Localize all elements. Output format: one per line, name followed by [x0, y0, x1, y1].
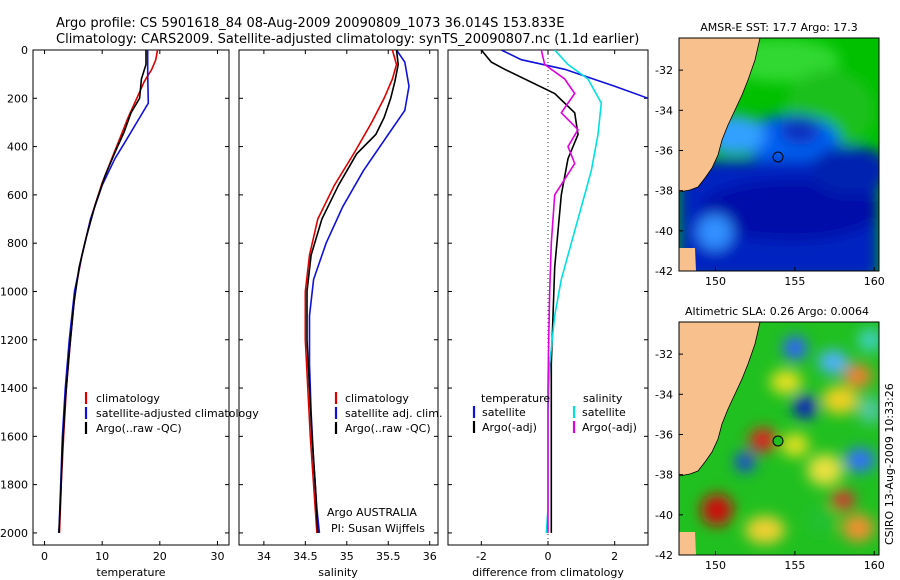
x-tick-label: 34.5 [293, 550, 318, 563]
sst-map-axes: 150 155 160 -32 -34 -36 -38 -40 -42 [655, 64, 885, 288]
x-tick-label: 35.5 [376, 550, 401, 563]
map-y-tick-label: -36 [655, 428, 673, 441]
sla-map-axes: 150 155 160 -32 -34 -36 -38 -40 -42 [655, 348, 885, 572]
header-line2: Climatology: CARS2009. Satellite-adjuste… [56, 32, 639, 47]
map-y-tick-label: -42 [655, 549, 673, 562]
x-tick-label: 35 [340, 550, 354, 563]
y-tick-label: 1200 [0, 334, 28, 347]
salinity-plot: 34 34.5 35 35.5 36 [239, 49, 438, 563]
temperature-plot: 0 10 20 30 0 200 400 600 800 1000 1200 1400 1600 1800… [0, 44, 229, 563]
legend-temp-argo: Argo(-adj) [482, 421, 537, 434]
argo-annotation-1: Argo AUSTRALIA [327, 506, 417, 519]
sla-argo-marker [772, 435, 784, 447]
series-salinity-argo-adj [540, 50, 580, 533]
map-x-tick-label: 160 [864, 559, 885, 572]
series-argo-raw-qc [306, 50, 400, 533]
series-temperature-argo-adj [480, 50, 579, 533]
header-line1: Argo profile: CS 5901618_84 08-Aug-2009 … [56, 16, 564, 31]
legend-temp-satellite: satellite [482, 406, 526, 419]
map-y-tick-label: -42 [655, 265, 673, 278]
legend-sal-argo: Argo(..raw -QC) [345, 422, 431, 435]
y-tick-label: 1400 [0, 382, 28, 395]
series-climatology [304, 50, 398, 533]
map-y-tick-label: -34 [655, 104, 673, 117]
series-satellite-adjusted-climatology [58, 50, 150, 533]
y-tick-label: 800 [7, 237, 28, 250]
salinity-legend: climatology satellite adj. clim. Argo(..… [327, 392, 442, 535]
map-x-tick-label: 160 [864, 275, 885, 288]
temperature-axes [32, 49, 230, 546]
argo-annotation-2: PI: Susan Wijffels [331, 522, 425, 535]
difference-plot: -2 0 2 [448, 49, 648, 563]
map-y-tick-label: -32 [655, 348, 673, 361]
map-y-tick-label: -36 [655, 144, 673, 157]
legend-sal-adj: Argo(-adj) [582, 421, 637, 434]
salinity-axes [238, 49, 439, 546]
x-tick-label: 36 [423, 550, 437, 563]
map-y-tick-label: -40 [655, 509, 673, 522]
map-x-tick-label: 155 [784, 559, 805, 572]
legend-sal-climatology: climatology [345, 392, 409, 405]
x-tick-label: 2 [611, 550, 618, 563]
legend-sal-satellite: satellite adj. clim. [345, 407, 442, 420]
sst-map-title: AMSR-E SST: 17.7 Argo: 17.3 [700, 21, 858, 34]
side-label: CSIRO 13-Aug-2009 10:33:26 [883, 383, 896, 545]
map-x-tick-label: 150 [705, 275, 726, 288]
x-tick-label: 20 [153, 550, 167, 563]
map-y-tick-label: -38 [655, 185, 673, 198]
sst-map [678, 37, 880, 272]
y-tick-label: 200 [7, 92, 28, 105]
legend-climatology: climatology [96, 392, 160, 405]
x-tick-label: 0 [41, 550, 48, 563]
map-y-tick-label: -38 [655, 469, 673, 482]
difference-xlabel: difference from climatology [472, 566, 624, 579]
y-tick-label: 1600 [0, 430, 28, 443]
series-argo-raw-qc [58, 50, 147, 533]
x-tick-label: -2 [476, 550, 487, 563]
sla-map [678, 321, 880, 556]
map-x-tick-label: 150 [705, 559, 726, 572]
sla-map-title: Altimetric SLA: 0.26 Argo: 0.0064 [685, 305, 869, 318]
x-tick-label: 10 [95, 550, 109, 563]
y-tick-label: 1800 [0, 479, 28, 492]
legend-argo-raw: Argo(..raw -QC) [96, 422, 182, 435]
map-y-tick-label: -32 [655, 64, 673, 77]
map-y-tick-label: -40 [655, 225, 673, 238]
series-satellite-adj-clim [308, 50, 410, 533]
difference-legend: temperature satellite Argo(-adj) salinit… [472, 392, 637, 434]
x-tick-label: 0 [545, 550, 552, 563]
series-temperature-satellite [500, 50, 648, 100]
temperature-xlabel: temperature [96, 566, 165, 579]
map-y-tick-label: -34 [655, 388, 673, 401]
legend-title-salinity: salinity [583, 392, 623, 405]
x-tick-label: 34 [257, 550, 271, 563]
y-tick-label: 400 [7, 141, 28, 154]
legend-sal-sat: satellite [582, 406, 626, 419]
x-tick-label: 30 [210, 550, 224, 563]
y-tick-label: 600 [7, 189, 28, 202]
y-tick-label: 1000 [0, 285, 28, 298]
map-x-tick-label: 155 [784, 275, 805, 288]
legend-title-temperature: temperature [481, 392, 550, 405]
legend-satellite-adjusted: satellite-adjusted climatology [96, 407, 259, 420]
y-tick-label: 0 [21, 44, 28, 57]
y-tick-label: 2000 [0, 527, 28, 540]
sst-argo-marker [772, 151, 784, 163]
temperature-legend: climatology satellite-adjusted climatolo… [84, 392, 259, 435]
salinity-xlabel: salinity [318, 566, 358, 579]
